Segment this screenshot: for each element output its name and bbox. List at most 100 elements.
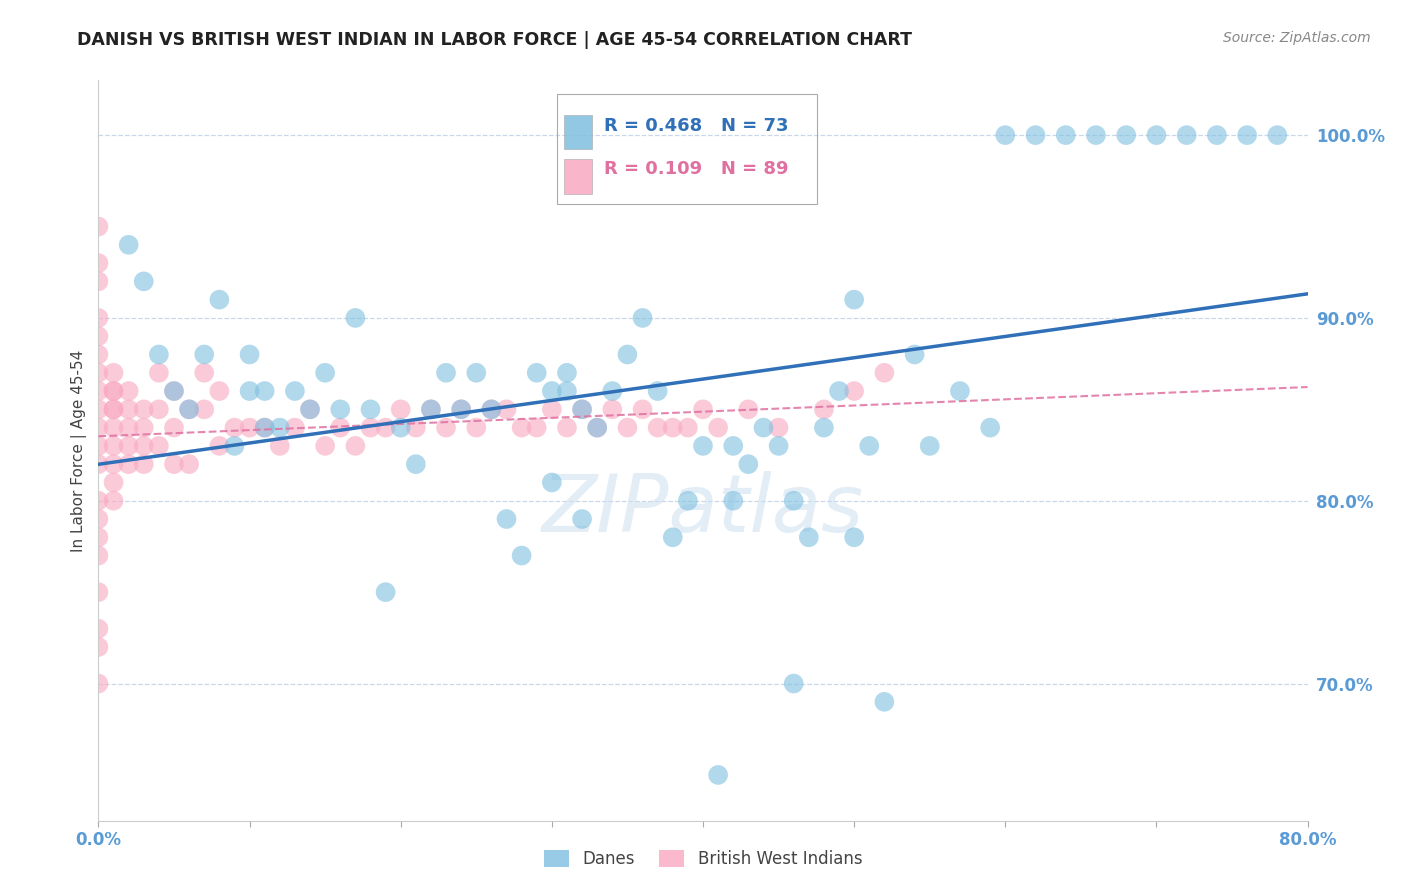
Point [132, 420, 155, 434]
Point [481, 402, 503, 417]
Point [768, 439, 790, 453]
Point [692, 402, 714, 417]
Point [1085, 128, 1108, 142]
Point [873, 366, 896, 380]
Point [163, 384, 186, 398]
Point [103, 457, 125, 471]
Point [1054, 128, 1077, 142]
Point [405, 457, 427, 471]
Point [1267, 128, 1289, 142]
Point [904, 347, 927, 361]
Point [148, 402, 170, 417]
Point [737, 457, 759, 471]
Point [299, 402, 322, 417]
Point [374, 585, 396, 599]
Point [586, 420, 609, 434]
Point [118, 384, 141, 398]
Point [87, 256, 110, 270]
Point [132, 439, 155, 453]
Point [420, 402, 443, 417]
Point [360, 402, 382, 417]
Point [555, 366, 578, 380]
Point [844, 384, 866, 398]
Point [661, 420, 683, 434]
Point [132, 402, 155, 417]
Point [707, 420, 730, 434]
Point [510, 549, 533, 563]
Point [118, 402, 141, 417]
Legend: Danes, British West Indians: Danes, British West Indians [537, 843, 869, 875]
Point [87, 402, 110, 417]
Point [179, 402, 201, 417]
Point [163, 420, 186, 434]
Point [495, 512, 517, 526]
Point [389, 402, 412, 417]
Point [723, 439, 745, 453]
Point [676, 493, 699, 508]
Point [707, 768, 730, 782]
Point [631, 402, 654, 417]
Point [481, 402, 503, 417]
Point [873, 695, 896, 709]
Point [813, 420, 835, 434]
Point [510, 420, 533, 434]
Point [450, 402, 472, 417]
Point [420, 402, 443, 417]
Point [344, 310, 367, 325]
Point [253, 384, 276, 398]
Y-axis label: In Labor Force | Age 45-54: In Labor Force | Age 45-54 [72, 350, 87, 551]
Point [768, 420, 790, 434]
Point [540, 384, 562, 398]
Point [813, 402, 835, 417]
Point [269, 420, 291, 434]
Point [555, 384, 578, 398]
Point [132, 274, 155, 288]
Point [828, 384, 851, 398]
Point [253, 420, 276, 434]
Point [949, 384, 972, 398]
Point [253, 420, 276, 434]
Point [193, 402, 215, 417]
Point [87, 457, 110, 471]
Point [224, 439, 246, 453]
Point [87, 439, 110, 453]
Point [602, 402, 624, 417]
Point [314, 439, 336, 453]
Point [571, 402, 593, 417]
Point [661, 530, 683, 544]
Point [87, 347, 110, 361]
Point [434, 366, 457, 380]
Point [179, 457, 201, 471]
Point [555, 420, 578, 434]
Text: R = 0.109   N = 89: R = 0.109 N = 89 [603, 161, 789, 178]
Text: R = 0.468   N = 73: R = 0.468 N = 73 [603, 118, 789, 136]
Point [87, 420, 110, 434]
Point [540, 402, 562, 417]
Point [465, 366, 488, 380]
Point [148, 347, 170, 361]
Point [405, 420, 427, 434]
Text: Source: ZipAtlas.com: Source: ZipAtlas.com [1223, 31, 1371, 45]
Point [87, 549, 110, 563]
Point [647, 384, 669, 398]
Point [571, 512, 593, 526]
Point [239, 420, 262, 434]
Point [526, 366, 548, 380]
Point [616, 347, 638, 361]
Point [314, 366, 336, 380]
Point [389, 420, 412, 434]
Point [87, 219, 110, 234]
Point [631, 310, 654, 325]
Point [299, 402, 322, 417]
Point [193, 347, 215, 361]
Point [526, 420, 548, 434]
Point [797, 530, 820, 544]
Point [132, 457, 155, 471]
Point [87, 329, 110, 343]
Point [87, 622, 110, 636]
Point [179, 402, 201, 417]
Point [450, 402, 472, 417]
Point [87, 366, 110, 380]
Point [239, 347, 262, 361]
Point [676, 420, 699, 434]
